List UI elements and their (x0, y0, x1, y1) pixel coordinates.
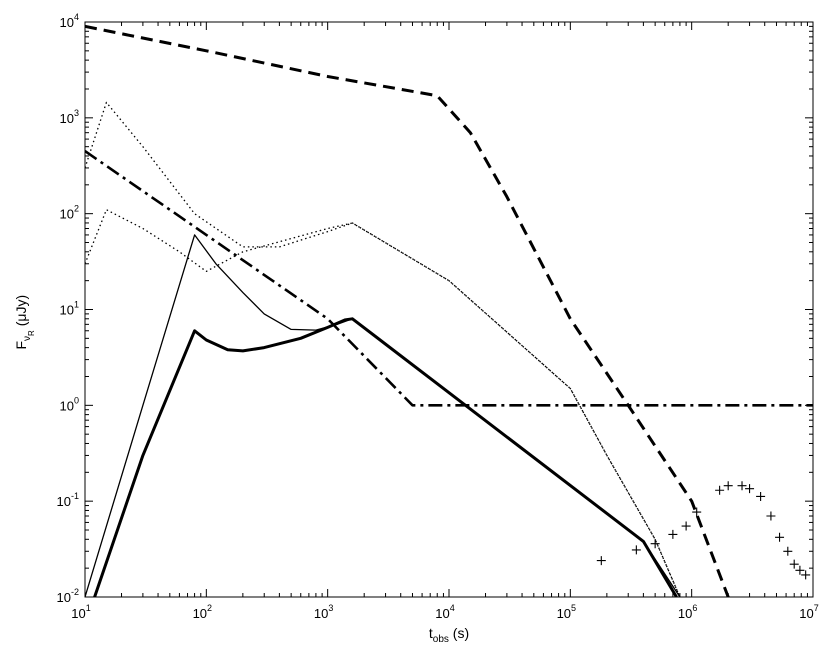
x-tick-label-5: 106 (678, 603, 697, 621)
y-axis-label-subsubscript: R (27, 330, 36, 336)
y-axis-label-base: F (13, 341, 29, 350)
y-tick-label-3: 101 (60, 300, 79, 318)
x-tick-label-1: 102 (193, 603, 212, 621)
series-line-dotted-1 (85, 101, 681, 597)
data-point-plus-9 (745, 484, 755, 494)
data-point-plus-10 (756, 491, 766, 501)
x-tick-label-6: 107 (799, 603, 818, 621)
series-line-thin-4 (85, 234, 681, 597)
data-point-plus-3 (668, 529, 678, 539)
y-axis-label-subscript: ν (22, 336, 33, 341)
series-layer (85, 24, 813, 597)
y-axis-label: FνR (μJy) (13, 295, 36, 350)
tick-layer: 101 102 103 104 105 106 107 10-2 10-1 100 101 102 10… (57, 12, 819, 621)
data-point-plus-15 (795, 565, 805, 575)
data-point-plus-1 (631, 545, 641, 555)
x-axis-label: tobs (s) (429, 625, 469, 645)
series-line-thick-5 (93, 317, 678, 597)
plot-frame (84, 21, 814, 598)
y-tick-label-1: 10-1 (57, 491, 79, 509)
data-point-plus-8 (737, 481, 747, 491)
series-line-dashdot-3 (85, 150, 813, 407)
data-point-plus-12 (775, 532, 785, 542)
x-axis-label-subscript: obs (433, 634, 449, 645)
data-point-plus-16 (801, 570, 811, 580)
data-point-plus-13 (783, 546, 793, 556)
data-point-plus-2 (650, 539, 660, 549)
data-point-plus-0 (596, 556, 606, 566)
data-point-plus-4 (681, 521, 691, 531)
y-axis-label-suffix: (μJy) (13, 295, 29, 330)
series-line-dotted-2 (85, 209, 681, 597)
marker-layer (596, 481, 811, 580)
y-tick-label-4: 102 (60, 204, 79, 222)
x-tick-label-4: 105 (557, 603, 576, 621)
y-tick-label-6: 104 (60, 12, 79, 30)
x-axis-label-suffix: (s) (449, 625, 469, 641)
x-tick-label-3: 104 (435, 603, 454, 621)
x-tick-label-0: 101 (71, 603, 90, 621)
data-point-plus-5 (692, 507, 702, 517)
data-point-plus-14 (789, 559, 799, 569)
data-point-plus-7 (723, 481, 733, 491)
y-tick-label-2: 100 (60, 395, 79, 413)
y-tick-label-5: 103 (60, 108, 79, 126)
series-line-dashed-0 (85, 24, 730, 597)
data-point-plus-6 (715, 485, 725, 495)
x-axis-label-base: t (429, 625, 433, 641)
y-tick-label-0: 10-2 (57, 587, 79, 605)
data-point-plus-11 (766, 511, 776, 521)
x-tick-label-2: 103 (314, 603, 333, 621)
